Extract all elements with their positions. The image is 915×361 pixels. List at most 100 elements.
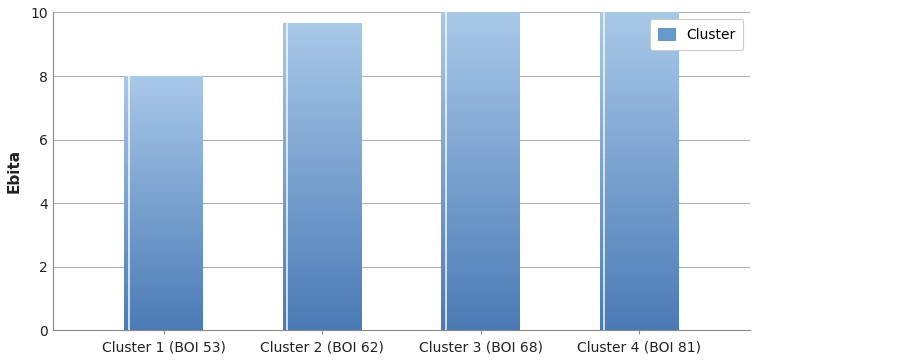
Bar — [441, 271, 521, 272]
Bar — [283, 92, 362, 93]
Bar — [599, 13, 679, 14]
Bar — [283, 162, 362, 164]
Bar — [283, 175, 362, 176]
Bar — [441, 273, 521, 274]
Bar — [599, 184, 679, 185]
Bar — [599, 240, 679, 241]
Bar — [124, 251, 203, 252]
Bar — [283, 106, 362, 108]
Bar — [441, 243, 521, 244]
Bar — [599, 120, 679, 122]
Bar — [441, 256, 521, 257]
Bar — [441, 78, 521, 79]
Bar — [599, 252, 679, 253]
Bar — [283, 116, 362, 117]
Bar — [599, 113, 679, 114]
Bar — [283, 300, 362, 301]
Bar — [599, 132, 679, 133]
Bar — [441, 57, 521, 58]
Bar — [599, 261, 679, 262]
Bar — [599, 213, 679, 214]
Bar — [441, 76, 521, 77]
Bar — [599, 146, 679, 147]
Bar — [124, 149, 203, 151]
Bar — [124, 321, 203, 322]
Bar — [599, 131, 679, 132]
Bar — [441, 157, 521, 159]
Bar — [124, 116, 203, 117]
Bar — [124, 251, 203, 252]
Bar — [283, 39, 362, 40]
Bar — [441, 261, 521, 262]
Bar — [124, 127, 203, 129]
Bar — [599, 167, 679, 168]
Bar — [599, 326, 679, 327]
Bar — [283, 154, 362, 156]
Bar — [599, 100, 679, 101]
Bar — [441, 186, 521, 187]
Bar — [124, 301, 203, 303]
Bar — [124, 312, 203, 313]
Bar — [599, 61, 679, 62]
Bar — [283, 85, 362, 86]
Bar — [124, 200, 203, 201]
Bar — [124, 141, 203, 142]
Bar — [283, 60, 362, 61]
Bar — [124, 137, 203, 138]
Bar — [599, 133, 679, 134]
Bar — [283, 122, 362, 123]
Bar — [599, 193, 679, 195]
Bar — [599, 111, 679, 112]
Bar — [124, 292, 203, 293]
Bar — [124, 269, 203, 270]
Bar — [441, 83, 521, 84]
Bar — [599, 65, 679, 66]
Bar — [124, 298, 203, 299]
Bar — [124, 247, 203, 248]
Bar — [441, 236, 521, 237]
Bar — [124, 206, 203, 208]
Bar — [124, 158, 203, 159]
Bar — [441, 293, 521, 294]
Bar — [441, 74, 521, 75]
Bar — [599, 324, 679, 325]
Bar — [441, 65, 521, 66]
Bar — [441, 173, 521, 175]
Bar — [283, 194, 362, 195]
Bar — [599, 37, 679, 38]
Bar — [599, 76, 679, 77]
Bar — [441, 20, 521, 21]
Bar — [124, 178, 203, 179]
Bar — [599, 242, 679, 243]
Bar — [283, 51, 362, 52]
Bar — [283, 47, 362, 48]
Bar — [599, 108, 679, 109]
Bar — [599, 278, 679, 279]
Bar — [441, 52, 521, 53]
Bar — [283, 206, 362, 208]
Bar — [283, 30, 362, 31]
Bar — [599, 191, 679, 192]
Bar — [599, 78, 679, 79]
Bar — [124, 249, 203, 250]
Bar — [283, 204, 362, 205]
Bar — [441, 301, 521, 303]
Bar — [283, 203, 362, 204]
Bar — [283, 198, 362, 199]
Bar — [124, 179, 203, 180]
Bar — [283, 26, 362, 28]
Bar — [124, 286, 203, 287]
Bar — [441, 226, 521, 227]
Bar — [599, 86, 679, 87]
Bar — [599, 62, 679, 63]
Bar — [124, 266, 203, 267]
Bar — [283, 165, 362, 166]
Bar — [283, 128, 362, 129]
Bar — [441, 135, 521, 136]
Bar — [124, 190, 203, 191]
Bar — [441, 230, 521, 231]
Bar — [599, 24, 679, 25]
Bar — [283, 325, 362, 326]
Bar — [124, 152, 203, 153]
Bar — [441, 70, 521, 72]
